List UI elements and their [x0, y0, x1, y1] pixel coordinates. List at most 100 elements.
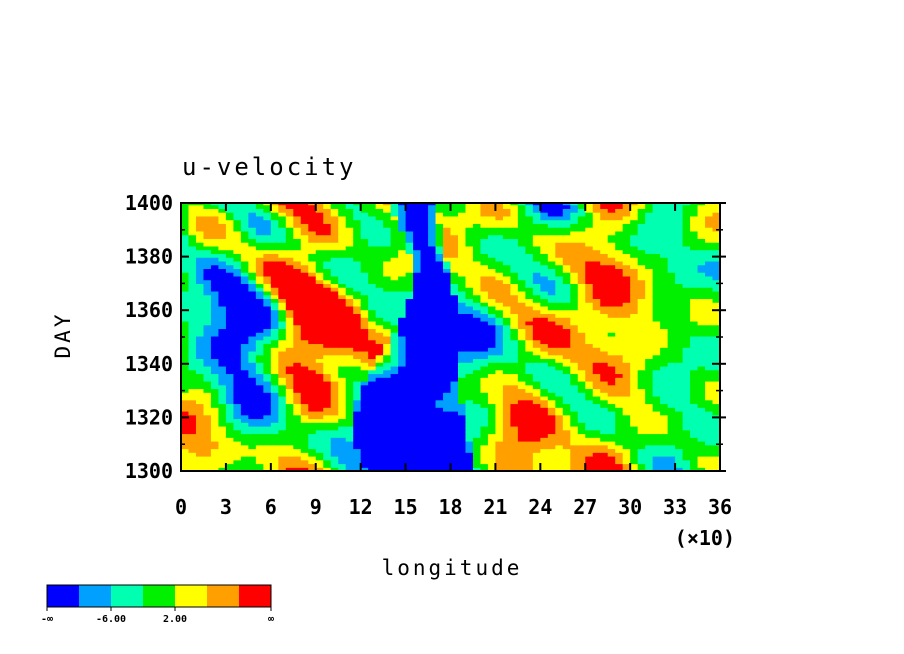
heatmap-cell — [383, 354, 392, 360]
heatmap-cell — [705, 279, 714, 284]
heatmap-cell — [435, 388, 444, 393]
heatmap-cell — [607, 384, 616, 390]
heatmap-cell — [660, 245, 669, 251]
heatmap-cell — [203, 388, 212, 393]
heatmap-cell — [203, 433, 212, 438]
heatmap-cell — [308, 290, 317, 296]
heatmap-cell — [465, 320, 474, 326]
heatmap-cell — [270, 287, 279, 292]
heatmap-cell — [218, 257, 227, 262]
heatmap-cell — [210, 452, 220, 457]
heatmap-cell — [465, 429, 474, 435]
heatmap-cell — [368, 257, 377, 262]
heatmap-cell — [323, 437, 332, 442]
heatmap-cell — [398, 440, 407, 446]
heatmap-cell — [398, 305, 407, 311]
heatmap-cell — [472, 452, 482, 457]
heatmap-cell — [390, 313, 399, 318]
heatmap-cell — [293, 317, 302, 322]
heatmap-cell — [457, 380, 467, 386]
heatmap-cell — [472, 275, 482, 281]
heatmap-cell — [353, 332, 362, 337]
heatmap-cell — [592, 339, 601, 345]
heatmap-cell — [390, 230, 399, 236]
heatmap-cell — [517, 305, 526, 311]
heatmap-cell — [330, 459, 339, 465]
heatmap-cell — [495, 328, 504, 333]
heatmap-cell — [555, 324, 564, 330]
heatmap-cell — [188, 388, 197, 393]
heatmap-cell — [240, 212, 249, 217]
heatmap-cell — [465, 227, 474, 232]
heatmap-cell — [225, 388, 235, 393]
heatmap-cell — [248, 268, 257, 273]
heatmap-cell — [660, 392, 669, 397]
heatmap-cell — [345, 283, 354, 288]
heatmap-cell — [525, 362, 534, 367]
heatmap-cell — [218, 425, 227, 431]
heatmap-cell — [338, 463, 347, 468]
heatmap-cell — [712, 433, 721, 438]
heatmap-cell — [697, 343, 706, 348]
heatmap-cell — [188, 268, 197, 273]
heatmap-cell — [495, 422, 504, 427]
heatmap-cell — [592, 335, 601, 341]
heatmap-cell — [181, 395, 190, 401]
heatmap-cell — [315, 264, 324, 269]
heatmap-cell — [300, 440, 309, 446]
heatmap-cell — [480, 365, 489, 371]
heatmap-cell — [592, 403, 601, 408]
heatmap-cell — [532, 257, 541, 262]
heatmap-cell — [323, 414, 332, 420]
heatmap-cell — [600, 305, 609, 311]
heatmap-cell — [660, 365, 669, 371]
heatmap-cell — [338, 230, 347, 236]
heatmap-cell — [338, 268, 347, 273]
heatmap-cell — [480, 227, 489, 232]
heatmap-cell — [195, 257, 205, 262]
heatmap-cell — [630, 272, 639, 277]
heatmap-cell — [487, 268, 497, 273]
heatmap-cell — [457, 392, 467, 397]
heatmap-cell — [375, 410, 384, 416]
heatmap-cell — [667, 223, 676, 228]
heatmap-cell — [615, 294, 624, 300]
heatmap-cell — [705, 287, 714, 292]
heatmap-cell — [188, 410, 197, 416]
heatmap-cell — [308, 309, 317, 315]
heatmap-cell — [293, 407, 302, 412]
heatmap-cell — [315, 358, 324, 363]
heatmap-cell — [338, 238, 347, 243]
heatmap-cell — [278, 362, 287, 367]
heatmap-cell — [203, 459, 212, 465]
heatmap-cell — [255, 373, 264, 378]
heatmap-cell — [502, 373, 511, 378]
heatmap-cell — [413, 268, 422, 273]
heatmap-cell — [577, 290, 586, 296]
heatmap-cell — [450, 377, 459, 382]
heatmap-cell — [645, 279, 654, 284]
heatmap-cell — [690, 253, 699, 258]
heatmap-cell — [682, 287, 691, 292]
heatmap-cell — [525, 290, 534, 296]
heatmap-cell — [255, 290, 264, 296]
heatmap-cell — [181, 437, 190, 442]
heatmap-cell — [465, 268, 474, 273]
heatmap-cell — [345, 414, 354, 420]
heatmap-cell — [233, 440, 242, 446]
heatmap-cell — [278, 429, 287, 435]
heatmap-cell — [263, 305, 272, 311]
heatmap-cell — [210, 448, 220, 453]
heatmap-cell — [181, 373, 190, 378]
heatmap-cell — [435, 467, 444, 472]
heatmap-cell — [667, 328, 676, 333]
heatmap-cell — [360, 253, 369, 258]
heatmap-cell — [697, 260, 706, 266]
heatmap-cell — [405, 467, 414, 472]
heatmap-cell — [398, 373, 407, 378]
heatmap-cell — [645, 347, 654, 352]
heatmap-cell — [645, 215, 654, 221]
heatmap-cell — [570, 429, 579, 435]
heatmap-cell — [443, 369, 452, 375]
heatmap-cell — [233, 223, 242, 228]
